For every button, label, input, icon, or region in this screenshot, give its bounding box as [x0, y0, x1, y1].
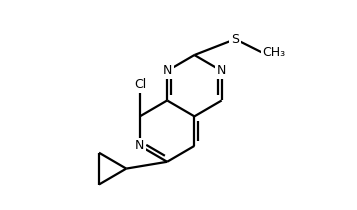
Text: N: N: [217, 64, 226, 77]
Text: S: S: [231, 33, 239, 46]
Text: N: N: [162, 64, 172, 77]
Text: CH₃: CH₃: [262, 46, 286, 59]
Text: N: N: [135, 139, 145, 152]
Text: Cl: Cl: [134, 78, 146, 91]
